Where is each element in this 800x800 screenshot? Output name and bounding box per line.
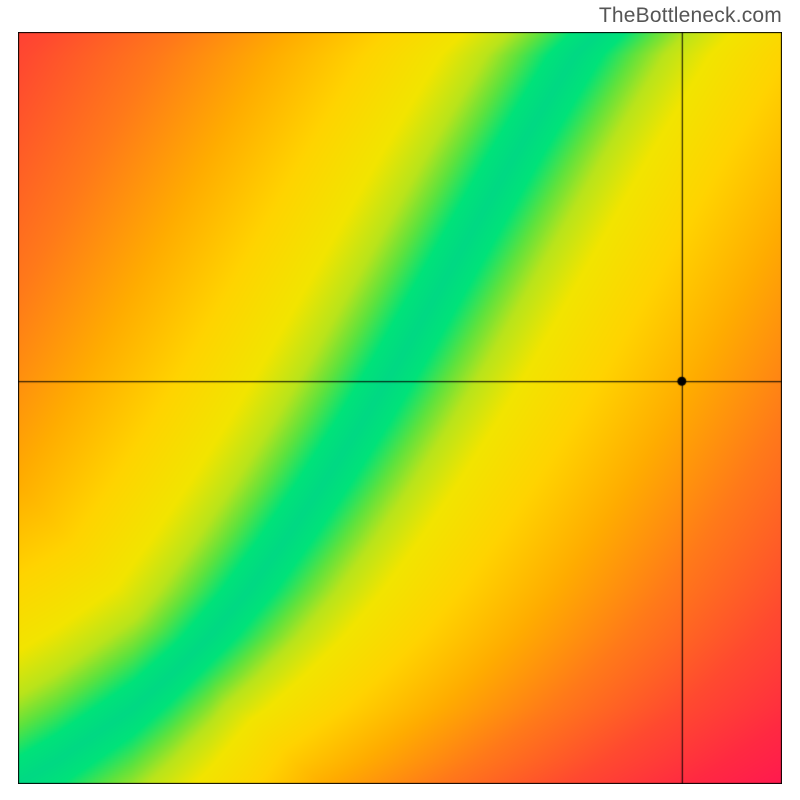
watermark-text: TheBottleneck.com (599, 4, 782, 28)
heatmap-canvas (18, 32, 782, 784)
bottleneck-heatmap (18, 32, 782, 784)
